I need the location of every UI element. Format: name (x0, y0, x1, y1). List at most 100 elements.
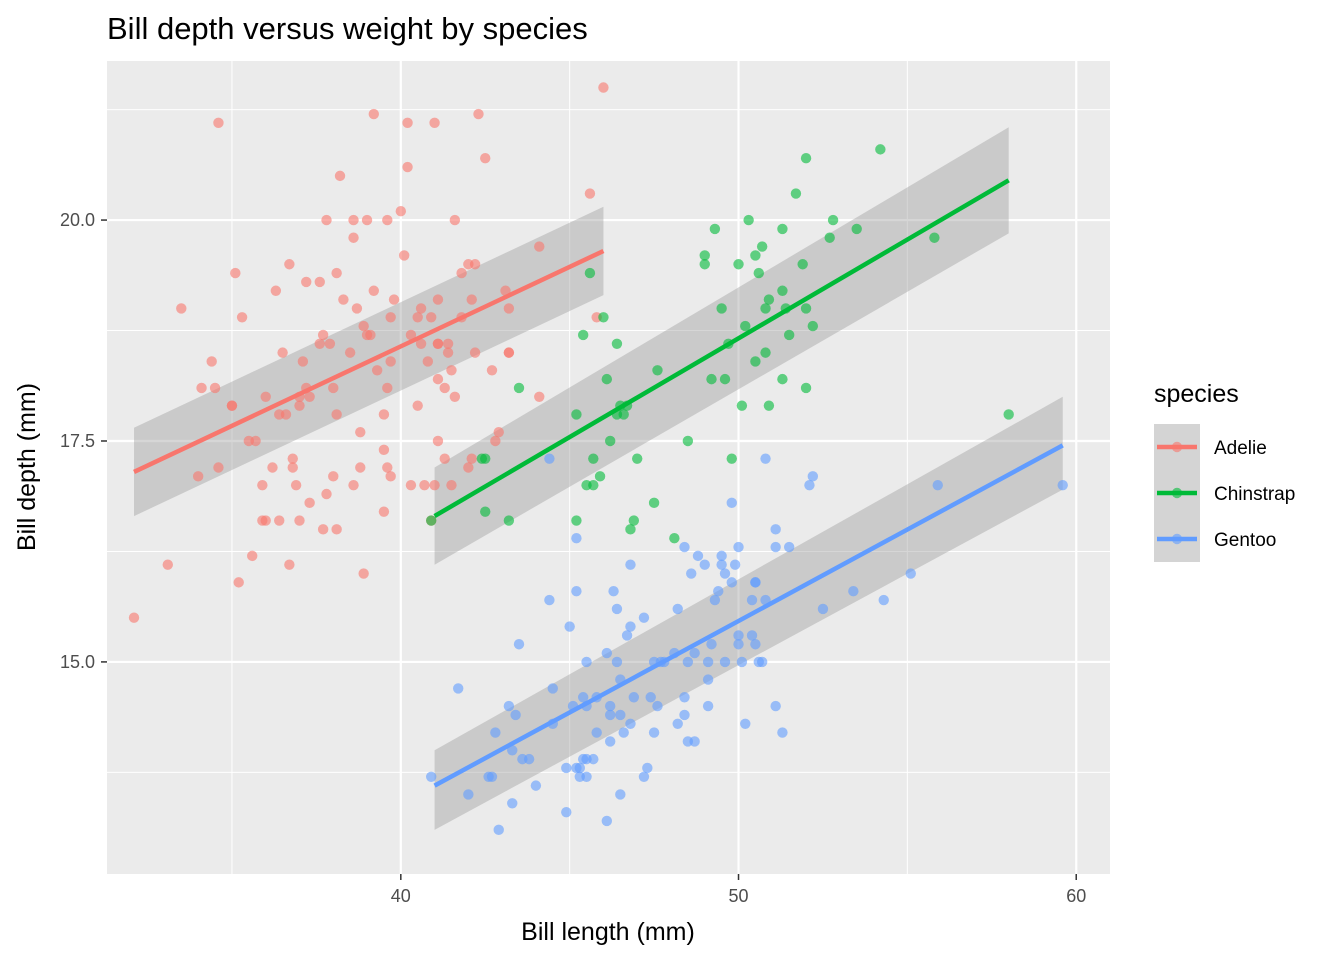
gentoo-point (713, 586, 724, 597)
gentoo-point (733, 541, 744, 553)
gentoo-point (507, 798, 518, 809)
legend-title: species (1154, 380, 1239, 408)
gentoo-point (503, 700, 515, 712)
chinstrap-point (756, 241, 768, 252)
y-tick-label: 20.0 (60, 210, 95, 230)
chinstrap-point (480, 453, 491, 464)
gentoo-point (652, 700, 663, 712)
adelie-point (402, 161, 413, 173)
gentoo-point (932, 479, 943, 491)
adelie-legend-label: Adelie (1214, 438, 1267, 459)
gentoo-point (672, 603, 683, 615)
adelie-point (371, 365, 383, 376)
adelie-point (385, 471, 396, 482)
chinstrap-point (740, 320, 751, 332)
adelie-point (206, 356, 217, 367)
chinstrap-point (682, 435, 694, 447)
adelie-point (260, 515, 271, 526)
adelie-point (358, 320, 369, 332)
chinstrap-point (706, 373, 717, 385)
chinstrap-point (750, 250, 761, 261)
gentoo-point (523, 753, 535, 765)
adelie-point (270, 285, 282, 296)
adelie-point (493, 426, 504, 438)
gentoo-point (679, 709, 690, 721)
gentoo-point (608, 586, 619, 597)
gentoo-point (740, 718, 751, 729)
adelie-point (328, 471, 339, 482)
chinstrap-point (800, 303, 812, 314)
adelie-point (432, 373, 444, 385)
adelie-point (385, 312, 396, 323)
chinstrap-point (611, 338, 623, 349)
adelie-point (314, 338, 325, 349)
adelie-point (378, 444, 390, 456)
adelie-point (301, 276, 312, 288)
adelie-point (348, 232, 359, 243)
chinstrap-point (760, 303, 771, 314)
chinstrap-point (824, 232, 835, 243)
adelie-point (456, 267, 467, 279)
gentoo-point (625, 559, 636, 570)
minor-gridlines (107, 61, 1110, 874)
adelie-point (267, 462, 278, 473)
adelie-point (503, 303, 515, 314)
chinstrap-point (709, 223, 721, 235)
adelie-point (422, 356, 434, 367)
adelie-point (128, 612, 140, 623)
adelie-point (534, 391, 545, 403)
gentoo-legend-point (1171, 533, 1183, 545)
chinstrap-point (783, 329, 795, 341)
chinstrap-point (648, 497, 660, 509)
gentoo-point (544, 594, 555, 606)
adelie-point (294, 400, 305, 411)
adelie-point (361, 214, 373, 226)
gentoo-point (736, 656, 748, 668)
adelie-point (368, 108, 379, 120)
gentoo-legend-label: Gentoo (1214, 530, 1276, 551)
adelie-point (402, 117, 413, 129)
gentoo-point (628, 692, 640, 703)
adelie-point (415, 303, 427, 314)
adelie-point (486, 365, 498, 376)
gentoo-point (638, 612, 650, 623)
gentoo-point (490, 727, 501, 738)
gentoo-point (648, 727, 660, 738)
gentoo-point (686, 568, 697, 579)
chinstrap-legend-label: Chinstrap (1214, 484, 1295, 505)
gentoo-point (547, 683, 558, 694)
x-tick-label: 60 (1066, 886, 1086, 906)
chinstrap-legend-point (1171, 487, 1183, 499)
gentoo-point (544, 453, 555, 464)
chinstrap-point (571, 515, 582, 526)
adelie-point (213, 117, 224, 129)
chinstrap-point (777, 373, 788, 385)
adelie-point (398, 250, 410, 261)
adelie-point (358, 568, 369, 579)
adelie-point (334, 170, 346, 182)
adelie-point (294, 515, 305, 526)
gentoo-point (625, 718, 636, 729)
chinstrap-point (513, 382, 525, 394)
gentoo-point (702, 700, 714, 712)
adelie-trend-line (133, 248, 605, 474)
chinstrap-point (652, 365, 663, 376)
adelie-point (446, 365, 457, 376)
adelie-point (324, 338, 336, 349)
adelie-point (314, 276, 325, 288)
adelie-point (463, 259, 474, 270)
gentoo-point (692, 550, 704, 562)
adelie-point (355, 426, 366, 438)
chinstrap-point (571, 409, 582, 420)
adelie-point (432, 338, 444, 349)
adelie-point (449, 391, 461, 403)
gentoo-point (709, 594, 721, 606)
adelie-point (385, 356, 396, 367)
adelie-point (351, 303, 363, 314)
gentoo-point (574, 762, 585, 774)
adelie-point (338, 294, 349, 305)
adelie-point (490, 435, 501, 447)
y-axis-title: Bill depth (mm) (13, 383, 41, 551)
adelie-point (247, 550, 258, 562)
